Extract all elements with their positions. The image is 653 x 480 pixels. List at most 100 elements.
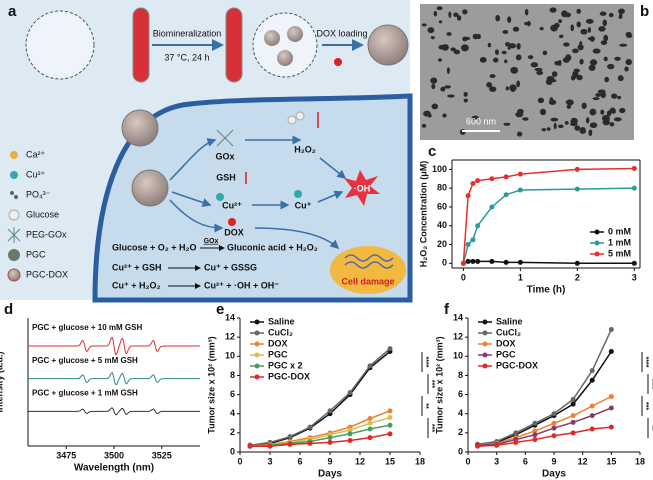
point xyxy=(494,442,500,448)
significance: *** xyxy=(642,402,649,410)
particle xyxy=(450,47,456,52)
significance: ** xyxy=(648,425,653,431)
point xyxy=(608,349,614,354)
point xyxy=(465,258,471,264)
y-tick-label: 40 xyxy=(437,220,447,230)
legend-label: Saline xyxy=(496,316,523,326)
series-line xyxy=(477,426,612,448)
point xyxy=(387,431,393,437)
particle xyxy=(453,49,461,55)
particle xyxy=(462,36,468,42)
particle xyxy=(619,107,626,114)
step-label: 37 °C, 24 h xyxy=(164,52,209,62)
species: GSH xyxy=(216,172,236,182)
particle xyxy=(545,78,553,86)
legend-label: PGC-DOX xyxy=(496,360,538,370)
legend-icon xyxy=(8,209,20,221)
particle xyxy=(508,43,517,49)
species: H₂O₂ xyxy=(294,144,316,154)
point xyxy=(551,420,557,426)
legend-icon xyxy=(10,151,18,159)
particle xyxy=(539,26,544,31)
x-tick-label: 0 xyxy=(465,456,470,466)
legend-label: PEG-GOx xyxy=(26,229,67,239)
series-line xyxy=(249,348,391,447)
y-tick-label: 4 xyxy=(230,408,235,418)
y-tick-label: 14 xyxy=(453,312,463,322)
legend-label: 1 mM xyxy=(608,237,631,247)
arrow xyxy=(254,227,340,250)
equation: Cu²⁺ + ·OH + OH⁻ xyxy=(204,280,279,290)
legend-swatch xyxy=(254,341,260,347)
legend-label: Ca²⁺ xyxy=(26,149,46,159)
equation: Gluconic acid + H₂O₂ xyxy=(227,242,318,252)
y-tick-label: 80 xyxy=(437,183,447,193)
point xyxy=(574,166,580,172)
particle xyxy=(579,58,584,65)
point xyxy=(570,401,576,407)
particle xyxy=(492,57,499,63)
particle xyxy=(624,66,629,72)
particle xyxy=(587,26,592,33)
particle xyxy=(607,63,615,70)
particle xyxy=(527,55,534,60)
particle xyxy=(430,36,435,40)
point xyxy=(532,428,538,434)
glucose-icon xyxy=(287,115,297,125)
particle xyxy=(550,24,558,32)
point xyxy=(475,443,481,449)
panel-label: f xyxy=(444,301,450,318)
x-tick-label: 12 xyxy=(578,456,588,466)
arrow xyxy=(317,190,344,203)
particle xyxy=(438,20,443,24)
significance: *** xyxy=(428,380,435,388)
spectrum-trace xyxy=(28,407,200,416)
pgc-dox xyxy=(121,109,159,147)
y-tick-label: 60 xyxy=(437,201,447,211)
legend-swatch xyxy=(254,363,260,369)
equation: GOx xyxy=(204,238,219,245)
trace-label: PGC + glucose + 5 mM GSH xyxy=(32,356,138,365)
outcome: Cell damage xyxy=(341,276,394,286)
x-tick-label: 3475 xyxy=(56,450,76,460)
legend-icon xyxy=(10,171,18,179)
species: ·OH xyxy=(354,183,371,193)
point xyxy=(347,431,353,437)
particle xyxy=(479,57,487,63)
particle xyxy=(472,33,479,40)
particle xyxy=(592,48,601,54)
particle xyxy=(572,70,579,77)
legend-label: DOX xyxy=(268,338,288,348)
particle xyxy=(440,86,446,92)
y-tick-label: 0 xyxy=(442,258,447,268)
step-label: DOX loading xyxy=(316,28,367,38)
panel-label: d xyxy=(4,301,13,318)
significance: **** xyxy=(642,357,649,368)
particle xyxy=(576,8,581,14)
y-axis-label: Tumor size x 10² (mm³) xyxy=(434,336,444,433)
y-tick-label: 6 xyxy=(230,389,235,399)
panel-label: e xyxy=(216,301,224,318)
point xyxy=(387,415,393,421)
particle xyxy=(549,7,557,13)
particle xyxy=(589,59,598,66)
legend-label: Glucose xyxy=(26,209,59,219)
particle xyxy=(553,122,557,130)
equation: Cu⁺ + H₂O₂ xyxy=(112,280,161,290)
particle xyxy=(576,21,582,28)
particle xyxy=(471,115,479,120)
series-line xyxy=(477,395,612,447)
particle xyxy=(502,30,509,34)
trace-label: PGC + glucose + 1 mM GSH xyxy=(32,388,138,397)
y-tick-label: 0 xyxy=(458,446,463,456)
particle xyxy=(516,42,521,50)
x-axis-label: Time (h) xyxy=(527,285,566,296)
point xyxy=(387,408,393,414)
y-tick-label: 100 xyxy=(432,164,447,174)
series-line xyxy=(249,350,391,447)
particle xyxy=(534,67,543,72)
point xyxy=(489,204,495,210)
particle xyxy=(516,131,523,137)
y-axis-label: Tumor size x 10² (mm³) xyxy=(206,336,216,433)
